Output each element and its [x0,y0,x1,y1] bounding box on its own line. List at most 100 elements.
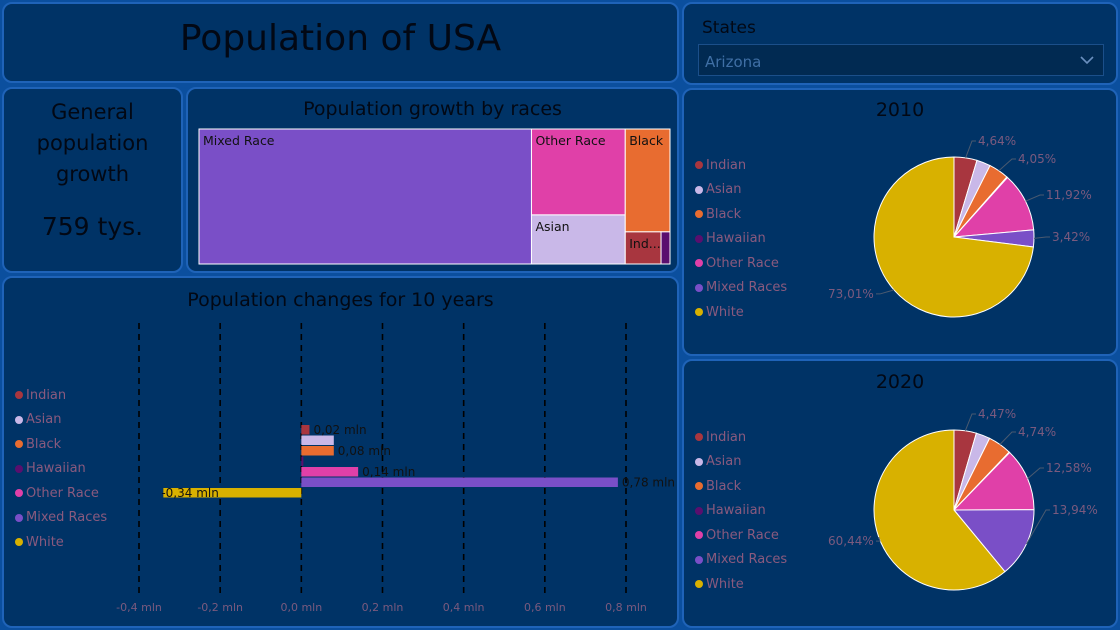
treemap-tile-label: Black [629,133,664,148]
pie-slice-mixed-races[interactable] [952,509,1035,573]
bar-legend-item-indian[interactable]: Indian [15,383,107,408]
pie2010-panel: 2010 Indian Asian Black Hawaiian Other Race M… [682,88,1118,356]
pie-data-label: 13,94% [1052,503,1098,517]
bar-legend-item-hawaiian[interactable]: Hawaiian [15,457,107,482]
pie2010-legend-item-asian[interactable]: Asian [695,178,787,203]
pie2010-legend-item-indian[interactable]: Indian [695,153,787,178]
legend-label: White [706,576,744,592]
legend-dot-icon [15,415,23,424]
legend-dot-icon [695,531,703,540]
legend-dot-icon [695,283,703,292]
bar-white[interactable] [163,488,302,498]
bar-indian[interactable] [301,425,310,435]
pie-data-label: 4,05% [1018,152,1056,166]
legend-label: White [706,304,744,320]
bar-mixed-races[interactable] [301,477,618,488]
states-label: States [702,18,756,38]
treemap-tile-asian[interactable] [530,214,626,265]
pie2010-legend-item-other-race[interactable]: Other Race [695,251,787,276]
legend-dot-icon [695,506,703,515]
bar-legend-item-mixed-races[interactable]: Mixed Races [15,506,107,531]
legend-dot-icon [695,161,703,170]
bar-data-label: 0,08 mln [338,444,391,458]
legend-dot-icon [15,440,23,449]
pie-leader-line [964,413,976,431]
treemap-tile-label: Other Race [535,133,605,148]
pie2020-legend-item-white[interactable]: White [695,572,787,597]
bar-legend: Indian Asian Black Hawaiian Other Race Mixed … [15,383,107,555]
pie2020-legend-item-other-race[interactable]: Other Race [695,523,787,548]
pie2020-title: 2020 [875,371,925,393]
pie2020-legend-item-black[interactable]: Black [695,474,787,499]
pie-leader-line [1026,509,1050,545]
bar-hawaiian[interactable] [301,456,304,467]
pie-leader-line [965,140,976,159]
treemap-tile-mixed-race[interactable] [198,128,532,265]
x-tick-label: 0,8 mln [605,601,647,614]
legend-dot-icon [695,210,703,219]
pie2020-legend-item-mixed-races[interactable]: Mixed Races [695,548,787,573]
legend-dot-icon [695,308,703,317]
pie-leader-line [998,158,1016,172]
bar-other-race[interactable] [301,467,359,477]
legend-dot-icon [15,538,23,547]
pie2010-legend-item-mixed-races[interactable]: Mixed Races [695,276,787,301]
legend-dot-icon [695,259,703,268]
bar-legend-item-white[interactable]: White [15,530,107,555]
pie2010-title: 2010 [875,99,925,121]
legend-label: Asian [706,454,742,470]
general-growth-value: 759 tys. [41,212,144,241]
pie2020-legend-item-asian[interactable]: Asian [695,450,787,475]
pie-data-label: 4,74% [1018,425,1056,439]
bar-legend-item-asian[interactable]: Asian [15,408,107,433]
pie-slice-other-race[interactable] [952,176,1035,238]
pie2010-legend-item-white[interactable]: White [695,300,787,325]
header-panel: Population of USA [2,2,679,83]
legend-label: Mixed Races [706,280,788,296]
legend-label: Other Race [706,255,779,271]
legend-label: Mixed Races [26,510,108,526]
general-growth-card: General population growth 759 tys. [2,87,183,273]
pie-data-label: 12,58% [1046,461,1092,475]
legend-label: Other Race [26,485,99,501]
pie2020-legend-item-hawaiian[interactable]: Hawaiian [695,499,787,524]
legend-label: Hawaiian [706,503,766,519]
x-tick-label: -0,2 mln [197,601,243,614]
legend-dot-icon [15,489,23,498]
pie2020-legend-item-indian[interactable]: Indian [695,425,787,450]
states-selected-value: Arizona [705,53,762,71]
bar-legend-item-black[interactable]: Black [15,432,107,457]
bar-data-label: 0,14 mln [362,465,415,479]
pie2020-chart: 4,47%4,74% 12,58% 13,94% 60,44% [828,407,1098,591]
bar-black[interactable] [301,446,334,456]
x-tick-label: 0,0 mln [280,601,322,614]
x-tick-label: 0,6 mln [524,601,566,614]
treemap-chart: Mixed Race Other Race Asian Black Ind... [198,128,671,265]
pie-data-label: 11,92% [1046,188,1092,202]
pie2020-legend: Indian Asian Black Hawaiian Other Race Mixed … [695,425,787,597]
legend-label: Asian [26,412,62,428]
treemap-tile-label: Mixed Race [203,133,275,148]
pie-slice-other-race[interactable] [952,451,1035,511]
bar-data-label: 0,02 mln [313,423,366,437]
pie2020-panel: 2020 Indian Asian Black Hawaiian Other Race M… [682,359,1118,628]
legend-label: Indian [706,157,747,173]
pie2010-legend-item-black[interactable]: Black [695,202,787,227]
pie2010-legend: Indian Asian Black Hawaiian Other Race Mixed … [695,153,787,325]
legend-dot-icon [695,580,703,589]
pie-data-label: 4,64% [978,134,1016,148]
legend-dot-icon [15,464,23,473]
bar-data-label: 0,78 mln [622,476,675,490]
legend-label: Hawaiian [26,461,86,477]
bar-legend-item-other-race[interactable]: Other Race [15,481,107,506]
treemap-tile-black[interactable] [624,128,671,233]
bar-asian[interactable] [301,435,334,446]
states-dropdown[interactable]: Arizona [698,44,1104,76]
pie2010-legend-item-hawaiian[interactable]: Hawaiian [695,227,787,252]
treemap-tile-hawaiian[interactable] [660,231,671,265]
changes-bar-chart: -0,4 mln -0,2 mln 0,0 mln 0,2 mln 0,4 mln 0,6… [116,323,675,614]
legend-dot-icon [15,513,23,522]
legend-label: Asian [706,182,742,198]
pie-data-label: 4,47% [978,407,1016,421]
treemap-tile-label: Ind... [629,236,660,251]
